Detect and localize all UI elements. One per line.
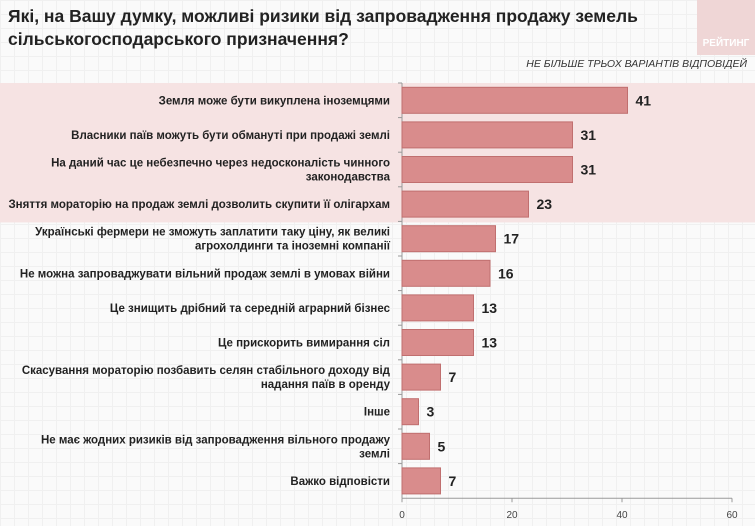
category-label: Не можна запроваджувати вільний продаж з… <box>20 268 390 280</box>
category-label: законодавства <box>306 172 391 184</box>
data-label: 7 <box>449 473 457 489</box>
data-label: 31 <box>581 127 597 143</box>
x-tick-label: 0 <box>399 510 405 521</box>
bar <box>401 190 529 218</box>
bar <box>401 156 573 183</box>
category-label: Важко відповісти <box>290 476 390 488</box>
category-label: Це знищить дрібний та середній аграрний … <box>110 303 391 315</box>
category-label: Скасування мораторію позбавить селян ста… <box>22 365 391 377</box>
category-label: Це прискорить вимирання сіл <box>218 338 390 350</box>
bar <box>401 467 441 495</box>
highlight-band <box>0 83 755 223</box>
category-label: Земля може бути викуплена іноземцями <box>159 95 390 107</box>
data-label: 16 <box>498 265 514 281</box>
category-label: агрохолдинги та іноземні компанії <box>195 241 391 253</box>
bar <box>401 398 419 426</box>
data-label: 3 <box>427 404 435 420</box>
data-label: 13 <box>482 300 498 316</box>
data-label: 13 <box>482 335 498 351</box>
data-label: 41 <box>636 92 652 108</box>
data-label: 31 <box>581 162 597 178</box>
data-label: 17 <box>504 231 520 247</box>
data-label: 7 <box>449 369 457 385</box>
category-label: Українські фермери не зможуть заплатити … <box>35 227 390 239</box>
logo: РЕЙТИНГ <box>697 0 755 55</box>
x-tick-label: 40 <box>616 510 628 521</box>
category-label: На даний час це небезпечно через недоско… <box>51 158 390 170</box>
x-tick-label: 60 <box>726 510 738 521</box>
data-label: 5 <box>438 438 446 454</box>
chart-note: НЕ БІЛЬШЕ ТРЬОХ ВАРІАНТІВ ВІДПОВІДЕЙ <box>526 58 747 70</box>
bar <box>401 363 441 391</box>
bar <box>401 259 491 287</box>
logo-text: РЕЙТИНГ <box>702 38 750 49</box>
category-label: землі <box>359 448 390 460</box>
bar <box>401 329 474 356</box>
chart-title: Які, на Вашу думку, можливі ризики від з… <box>8 6 638 49</box>
bar <box>401 86 628 114</box>
bar <box>401 225 496 253</box>
category-label: Не має жодних ризиків від запровадження … <box>41 434 391 446</box>
category-label: Інше <box>364 407 390 419</box>
bar <box>401 294 474 322</box>
bar <box>401 432 430 460</box>
category-label: надання паїв в оренду <box>261 379 391 391</box>
data-label: 23 <box>537 196 553 212</box>
category-label: Зняття мораторію на продаж землі дозволи… <box>8 199 390 211</box>
bar <box>401 121 573 149</box>
x-tick-label: 20 <box>506 510 518 521</box>
category-label: Власники паїв можуть бути обмануті при п… <box>71 130 390 142</box>
